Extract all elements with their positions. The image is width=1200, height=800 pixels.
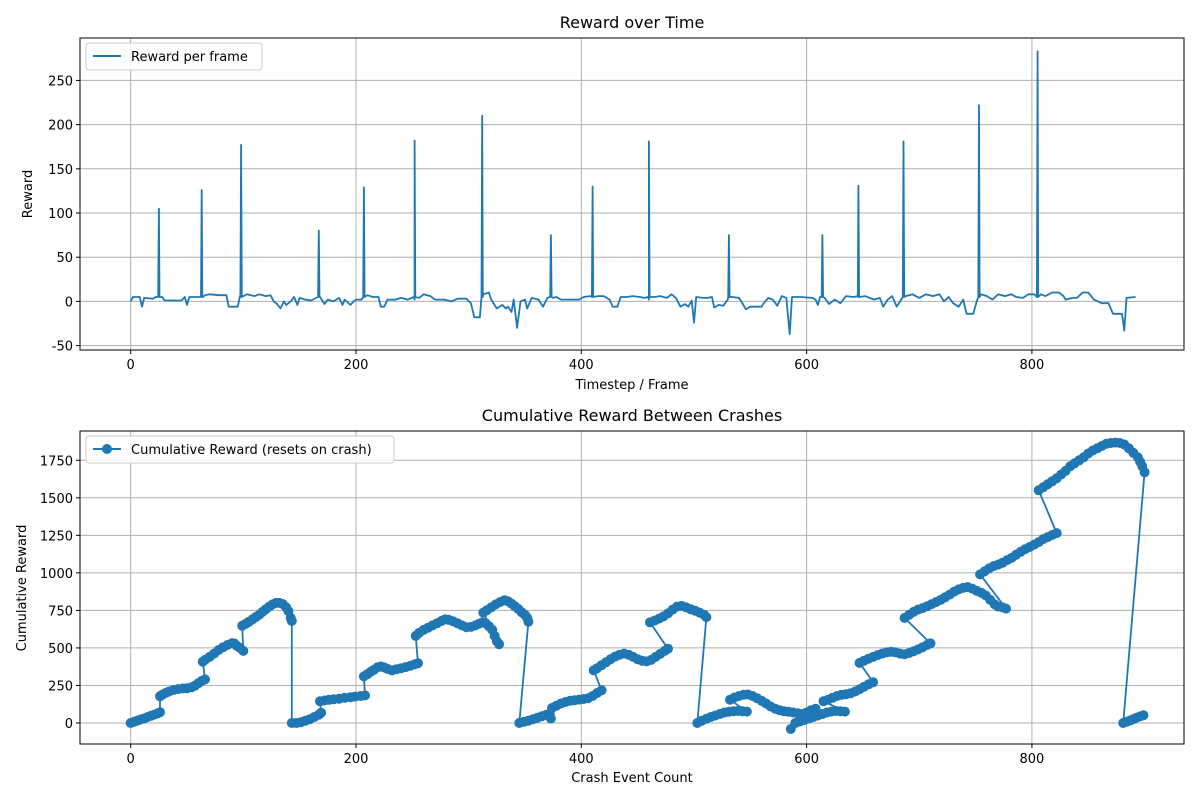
legend-box [85, 435, 395, 464]
legend-label: Cumulative Reward (resets on crash) [131, 443, 372, 458]
y-tick-label: 250 [48, 74, 73, 89]
data-point [1138, 710, 1149, 721]
data-point [839, 706, 850, 717]
y-tick-label: -50 [52, 340, 73, 355]
reward-over-time-chart: Reward over Time 0 200 400 600 800 -50 0 50 100 1… [21, 13, 1185, 393]
data-point [741, 706, 752, 717]
data-point [155, 707, 165, 718]
data-point [701, 612, 712, 623]
y-tick-label: 0 [65, 295, 73, 310]
x-tick-label: 800 [1020, 752, 1045, 767]
y-tick-label: 1000 [40, 567, 73, 582]
y-tick-label: 750 [48, 604, 73, 619]
cumulative-reward-chart: Cumulative Reward Between Crashes 0 200 40… [15, 406, 1185, 786]
legend-label: Reward per frame [131, 50, 248, 65]
data-point [1001, 603, 1011, 614]
axes-frame [79, 37, 1185, 351]
axes-frame [79, 430, 1185, 745]
y-axis-label: Cumulative Reward [15, 525, 30, 652]
y-tick-label: 500 [48, 642, 73, 657]
y-tick-label: 0 [65, 717, 73, 732]
x-axis-label: Timestep / Frame [574, 378, 688, 393]
chart-title: Cumulative Reward Between Crashes [482, 406, 782, 425]
x-tick-label: 400 [569, 358, 594, 373]
data-point [545, 713, 556, 724]
y-tick-label: 150 [48, 163, 73, 178]
x-tick-label: 600 [794, 752, 819, 767]
data-point [925, 638, 936, 649]
gridlines [80, 38, 1184, 350]
legend: Reward per frame [85, 42, 263, 71]
y-axis-label: Reward [21, 170, 36, 218]
chart-title: Reward over Time [560, 13, 705, 32]
data-point [663, 643, 673, 654]
data-point [596, 685, 607, 696]
x-tick-label: 0 [127, 358, 135, 373]
data-point [413, 658, 423, 669]
y-tick-label: 100 [48, 207, 73, 222]
y-tick-label: 1250 [40, 529, 73, 544]
plot-area [125, 437, 1150, 734]
y-tick-label: 200 [48, 119, 73, 134]
x-tick-label: 200 [344, 752, 369, 767]
legend: Cumulative Reward (resets on crash) [85, 435, 395, 464]
data-point [1051, 528, 1062, 539]
x-tick-label: 800 [1020, 358, 1045, 373]
x-tick-label: 200 [344, 358, 369, 373]
data-point [868, 677, 879, 688]
x-tick-label: 400 [569, 752, 594, 767]
data-point [200, 674, 210, 685]
data-point [360, 690, 370, 701]
legend-marker-swatch [102, 444, 112, 454]
series-line [129, 50, 1136, 335]
x-tick-label: 0 [127, 752, 135, 767]
x-tick-label: 600 [794, 358, 819, 373]
y-tick-label: 50 [56, 251, 73, 266]
tick-marks: 0 200 400 600 800 0 250 500 750 1000 1250 1500 1750 [40, 454, 1044, 767]
tick-marks: 0 200 400 600 800 -50 0 50 100 150 200 250 [48, 74, 1044, 373]
legend-box [85, 42, 263, 71]
data-point [523, 616, 534, 627]
y-tick-label: 1750 [40, 454, 73, 469]
data-point [494, 639, 505, 650]
y-tick-label: 1500 [40, 492, 73, 507]
x-axis-label: Crash Event Count [571, 771, 693, 786]
plot-area [129, 50, 1136, 335]
data-point [1139, 467, 1150, 478]
y-tick-label: 250 [48, 679, 73, 694]
data-point [286, 615, 297, 626]
data-point [238, 645, 249, 656]
data-point [316, 707, 327, 718]
